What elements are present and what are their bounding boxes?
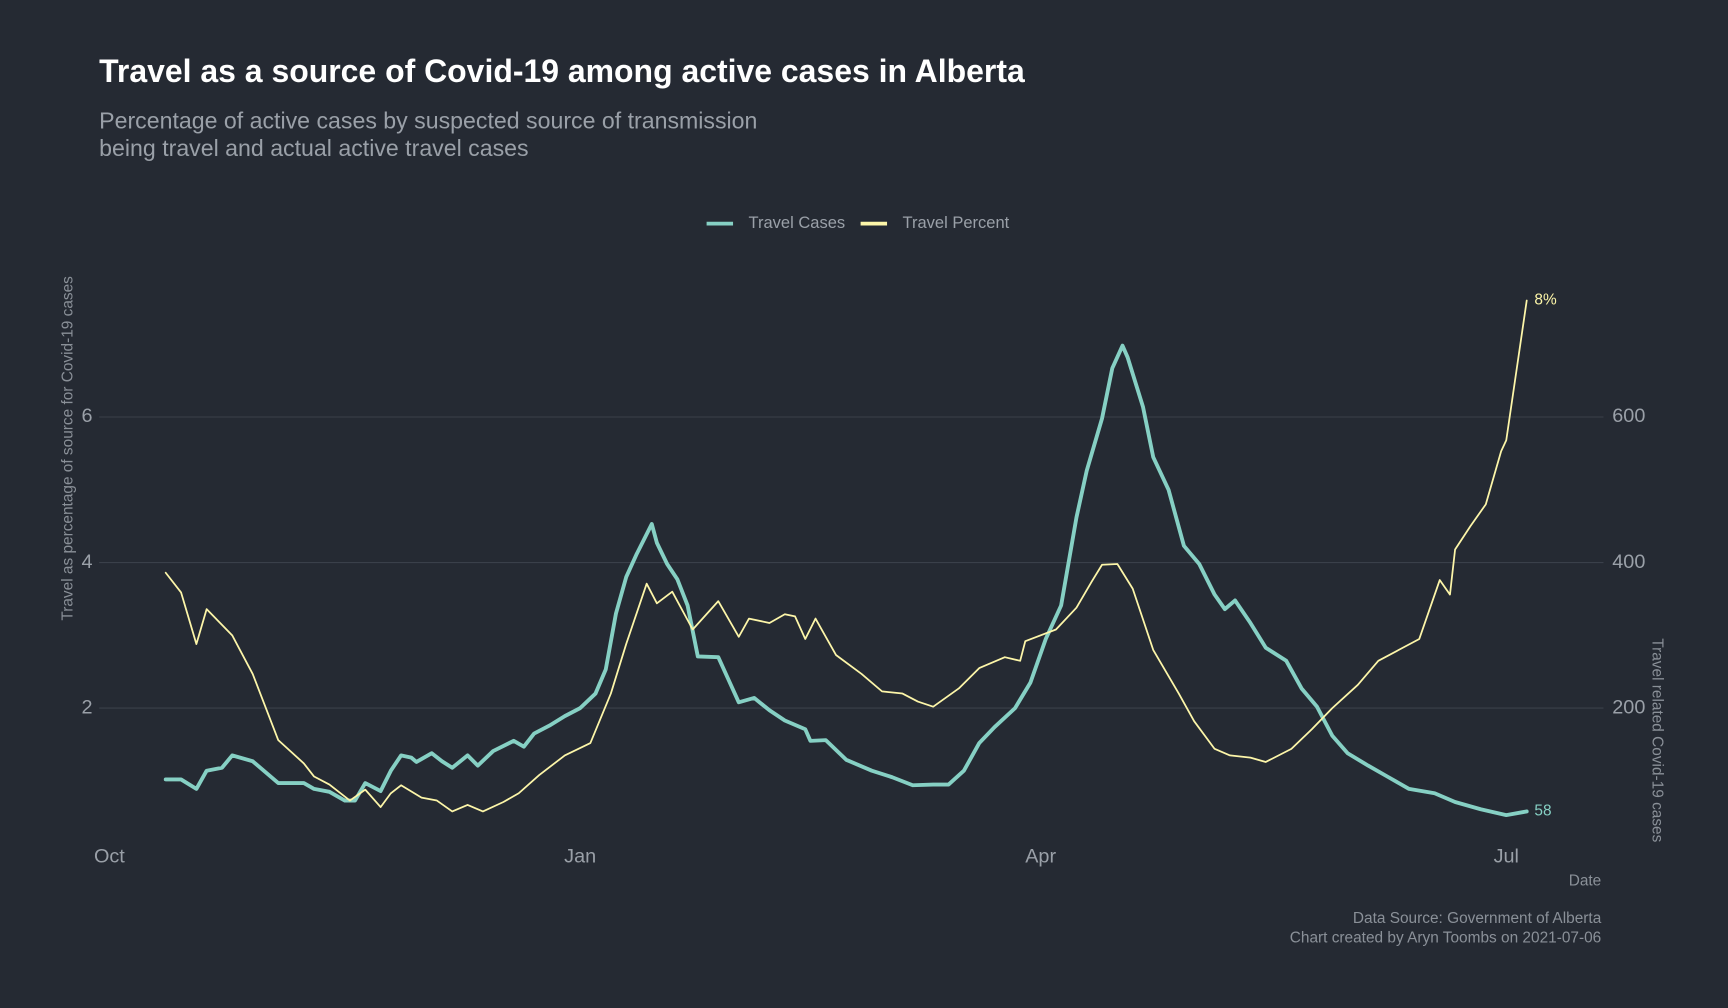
data-label: 8% xyxy=(1534,292,1557,309)
legend-label: Travel Percent xyxy=(902,213,1009,232)
grid: 2 4 6 200 400 600 Oct Jan Apr Jul xyxy=(82,405,1646,867)
x-tick-label: Jul xyxy=(1494,845,1519,867)
y2-tick-label: 600 xyxy=(1612,405,1645,427)
legend-label: Travel Cases xyxy=(748,213,845,232)
y-tick-label: 2 xyxy=(82,696,93,718)
plot-area: 58 8% xyxy=(163,292,1557,820)
y-tick-label: 4 xyxy=(82,551,93,573)
x-tick-label: Jan xyxy=(564,845,596,867)
caption: Data Source: Government of Alberta xyxy=(1353,910,1602,927)
legend: Travel Cases Travel Percent xyxy=(706,213,1010,232)
caption: Chart created by Aryn Toombs on 2021-07-… xyxy=(1290,930,1602,947)
x-tick-label: Apr xyxy=(1025,845,1056,867)
data-line xyxy=(163,343,1529,818)
data-line xyxy=(164,299,1528,813)
chart-title: Travel as a source of Covid-19 among act… xyxy=(99,53,1025,89)
x-tick-label: Oct xyxy=(94,845,125,867)
y2-axis-label: Travel related Covid-19 cases xyxy=(1648,638,1665,842)
y2-tick-label: 400 xyxy=(1612,551,1645,573)
chart-subtitle: being travel and actual active travel ca… xyxy=(99,135,528,161)
data-label: 58 xyxy=(1534,803,1551,820)
y-tick-label: 6 xyxy=(82,405,93,427)
y-axis-label: Travel as percentage of source for Covid… xyxy=(59,276,76,621)
chart-subtitle: Percentage of active cases by suspected … xyxy=(99,107,757,133)
x-axis-label: Date xyxy=(1569,872,1602,889)
y2-tick-label: 200 xyxy=(1612,696,1645,718)
